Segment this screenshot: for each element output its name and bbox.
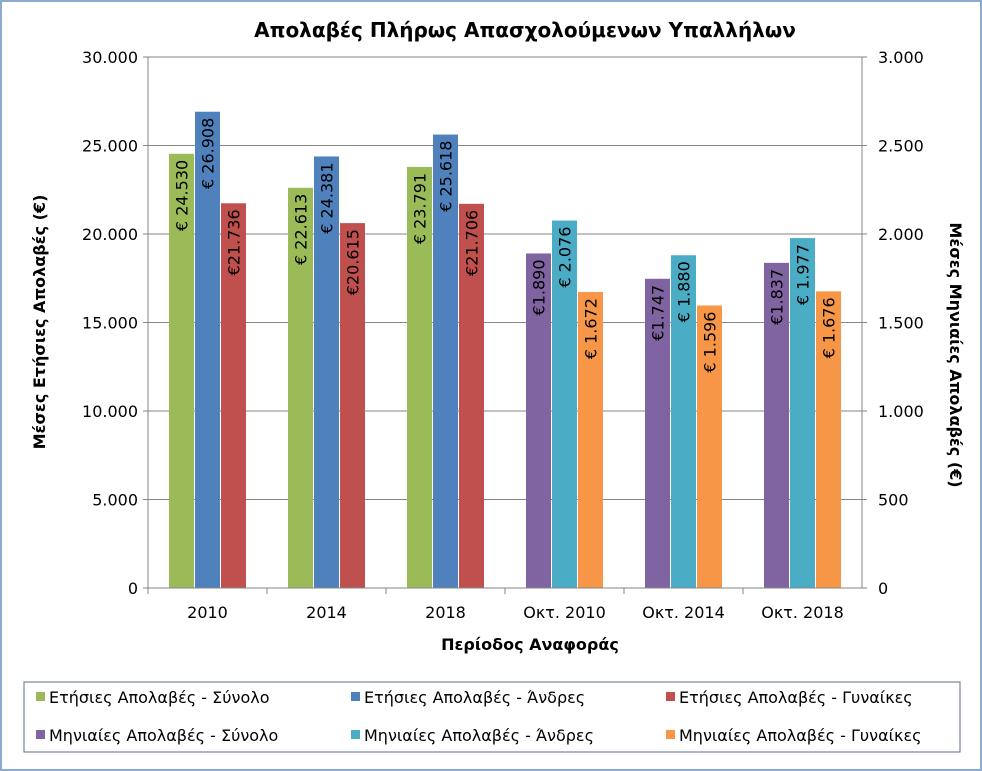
data-label: €1.890 xyxy=(530,259,549,315)
bar xyxy=(790,238,815,589)
y2-tick-label: 2.000 xyxy=(878,225,924,244)
data-label: €20.615 xyxy=(344,229,363,295)
y2-tick-label: 3.000 xyxy=(878,48,924,67)
bar xyxy=(433,134,458,588)
y-tick-label: 0 xyxy=(128,579,138,598)
bar xyxy=(459,203,484,588)
bar xyxy=(340,223,365,588)
y2-tick-label: 500 xyxy=(878,491,909,510)
y-tick-label: 15.000 xyxy=(82,314,138,333)
data-label: €21.706 xyxy=(463,210,482,276)
bar xyxy=(671,255,696,589)
data-label: € 2.076 xyxy=(556,227,575,288)
data-label: €1.837 xyxy=(768,269,787,325)
data-label: € 23.791 xyxy=(411,173,430,244)
y-tick-label: 10.000 xyxy=(82,402,138,421)
bar xyxy=(314,156,339,588)
data-label: €1.747 xyxy=(649,285,668,341)
y2-tick-label: 2.500 xyxy=(878,137,924,156)
data-label: € 1.676 xyxy=(820,297,839,358)
x-tick-label: 2014 xyxy=(306,603,347,622)
bar xyxy=(169,153,194,588)
legend-swatch xyxy=(666,730,675,739)
bar xyxy=(221,203,246,588)
legend-label: Ετήσιες Απολαβές - Σύνολο xyxy=(49,688,270,707)
data-label: € 24.530 xyxy=(173,160,192,231)
legend-label: Ετήσιες Απολαβές - Άνδρες xyxy=(364,688,585,707)
y2-axis-label: Μέσες Μηνιαίες Απολαβές (€) xyxy=(946,222,965,487)
legend-swatch xyxy=(36,730,45,739)
data-label: € 26.908 xyxy=(199,118,218,189)
y-tick-label: 5.000 xyxy=(92,491,138,510)
x-tick-label: 2010 xyxy=(187,603,228,622)
y2-tick-label: 0 xyxy=(878,579,888,598)
data-label: € 1.977 xyxy=(794,244,813,305)
x-tick-label: Οκτ. 2010 xyxy=(523,603,606,622)
y-tick-label: 25.000 xyxy=(82,137,138,156)
bar xyxy=(288,187,313,589)
data-label: € 1.596 xyxy=(701,312,720,373)
data-label: € 22.613 xyxy=(292,194,311,265)
bar xyxy=(552,220,577,588)
x-axis-label: Περίοδος Αναφοράς xyxy=(441,635,619,654)
bar xyxy=(816,291,841,588)
legend xyxy=(23,681,961,753)
data-label: € 1.672 xyxy=(582,298,601,359)
bar xyxy=(697,305,722,588)
legend-label: Ετήσιες Απολαβές - Γυναίκες xyxy=(679,688,913,707)
bar xyxy=(764,262,789,588)
bar xyxy=(578,292,603,588)
bar xyxy=(195,111,220,589)
legend-label: Μηνιαίες Απολαβές - Σύνολο xyxy=(49,726,278,745)
data-label: € 24.381 xyxy=(318,162,337,233)
chart-title: Απολαβές Πλήρως Απασχολούμενων Υπαλλήλων xyxy=(254,18,796,42)
x-tick-label: Οκτ. 2014 xyxy=(642,603,725,622)
legend-swatch xyxy=(351,692,360,701)
bar xyxy=(645,278,670,588)
y-tick-label: 20.000 xyxy=(82,225,138,244)
legend-label: Μηνιαίες Απολαβές - Άνδρες xyxy=(364,726,594,745)
legend-swatch xyxy=(666,692,675,701)
x-tick-label: Οκτ. 2018 xyxy=(761,603,844,622)
y-tick-label: 30.000 xyxy=(82,48,138,67)
legend-swatch xyxy=(36,692,45,701)
x-tick-label: 2018 xyxy=(425,603,466,622)
y-axis-label: Μέσες Ετήσιες Απολαβές (€) xyxy=(30,195,49,450)
legend-swatch xyxy=(351,730,360,739)
bar xyxy=(407,166,432,589)
bar xyxy=(526,253,551,588)
y2-tick-label: 1.000 xyxy=(878,402,924,421)
data-label: € 25.618 xyxy=(437,141,456,212)
y2-tick-label: 1.500 xyxy=(878,314,924,333)
data-label: € 1.880 xyxy=(675,261,694,322)
legend-label: Μηνιαίες Απολαβές - Γυναίκες xyxy=(679,726,922,745)
data-label: €21.736 xyxy=(225,209,244,275)
